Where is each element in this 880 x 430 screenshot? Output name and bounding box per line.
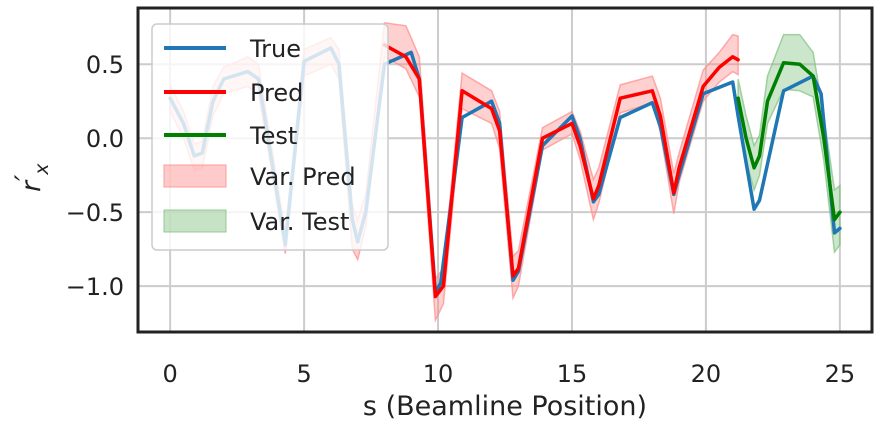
legend-patch-var-pred [163,164,227,188]
y-tick-label: 0.5 [86,51,124,79]
legend-label-test: Test [249,122,297,150]
legend-label-var-pred: Var. Pred [250,163,356,191]
x-tick-label: 10 [423,360,454,388]
x-tick-label: 25 [825,360,856,388]
y-axis-label: r′x [10,163,53,192]
legend-label-pred: Pred [250,79,303,107]
y-axis-label-sub: x [31,163,53,176]
y-axis-label-main: r [16,179,47,192]
legend-box [151,23,389,251]
y-tick-label: 0.0 [86,125,124,153]
y-tick-label: −0.5 [66,199,124,227]
x-tick-label: 15 [557,360,588,388]
legend-label-var-test: Var. Test [250,208,349,236]
x-tick-label: 20 [691,360,722,388]
x-tick-label: 5 [296,360,311,388]
legend-label-true: True [249,35,301,63]
series-line-test [736,60,842,222]
legend-patch-var-test [163,209,227,233]
plot-frame [136,6,874,334]
legend: True Pred Test Var. Pred Var. Test [151,23,389,251]
x-tick-label: 0 [163,360,178,388]
series-line-pred [382,43,740,299]
y-axis-label-prime: ′ [10,175,41,181]
x-axis-label: s (Beamline Position) [363,391,647,422]
y-tick-label: −1.0 [66,273,124,301]
ticks: 0 5 10 15 20 25 0.5 0.0 −0.5 −1.0 [66,51,855,388]
